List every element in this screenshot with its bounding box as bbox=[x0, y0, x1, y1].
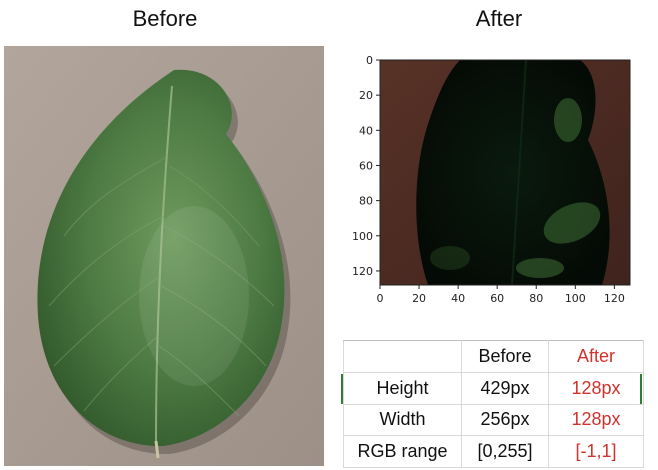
plot-frame bbox=[379, 59, 631, 286]
after-title: After bbox=[475, 6, 523, 31]
table-row: Height 429px 128px bbox=[343, 371, 644, 405]
row-selection-marker-left bbox=[341, 374, 343, 404]
processed-image bbox=[380, 59, 630, 286]
y-tick-label: 20 bbox=[359, 89, 373, 102]
table-row: Width 256px 128px bbox=[343, 403, 644, 437]
y-tick-label: 100 bbox=[352, 230, 373, 243]
comparison-table: Before After Height 429px 128px Width 25… bbox=[341, 340, 644, 468]
row-after-value: 128px bbox=[548, 371, 644, 405]
x-tick-label: 0 bbox=[377, 292, 384, 305]
header-before: Before bbox=[461, 340, 549, 373]
y-tick-label: 60 bbox=[359, 159, 373, 172]
before-title: Before bbox=[132, 6, 198, 31]
y-tick-label: 40 bbox=[359, 124, 373, 137]
row-before-value: 256px bbox=[461, 403, 549, 437]
y-tick-label: 0 bbox=[366, 54, 373, 67]
y-tick-label: 120 bbox=[352, 265, 373, 278]
x-tick-label: 20 bbox=[412, 292, 426, 305]
x-tick-label: 80 bbox=[529, 292, 543, 305]
row-label: Height bbox=[343, 371, 462, 405]
x-tick-label: 40 bbox=[451, 292, 465, 305]
row-selection-marker-right bbox=[640, 374, 642, 404]
x-tick-label: 100 bbox=[565, 292, 586, 305]
header-after: After bbox=[548, 340, 644, 373]
table-header-row: Before After bbox=[343, 340, 644, 373]
row-after-value: 128px bbox=[548, 403, 644, 437]
after-image-plot: 0 20 40 60 80 100 120 0 20 40 60 80 100 120 bbox=[340, 48, 658, 318]
row-label: Width bbox=[343, 403, 462, 437]
row-after-value: [-1,1] bbox=[548, 435, 644, 468]
before-leaf-image bbox=[4, 46, 324, 466]
table-row: RGB range [0,255] [-1,1] bbox=[343, 435, 644, 468]
row-label: RGB range bbox=[343, 435, 462, 468]
header-empty bbox=[343, 340, 462, 373]
y-tick-label: 80 bbox=[359, 195, 373, 208]
x-tick-label: 60 bbox=[490, 292, 504, 305]
row-before-value: 429px bbox=[461, 371, 549, 405]
row-before-value: [0,255] bbox=[461, 435, 549, 468]
x-tick-label: 120 bbox=[604, 292, 625, 305]
